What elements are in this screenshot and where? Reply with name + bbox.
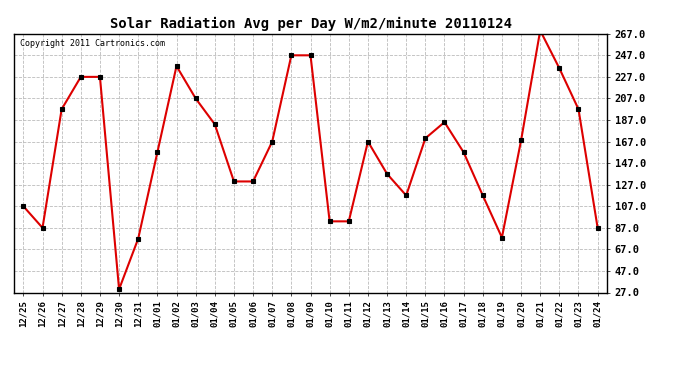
- Text: Copyright 2011 Cartronics.com: Copyright 2011 Cartronics.com: [20, 39, 165, 48]
- Title: Solar Radiation Avg per Day W/m2/minute 20110124: Solar Radiation Avg per Day W/m2/minute …: [110, 17, 511, 31]
